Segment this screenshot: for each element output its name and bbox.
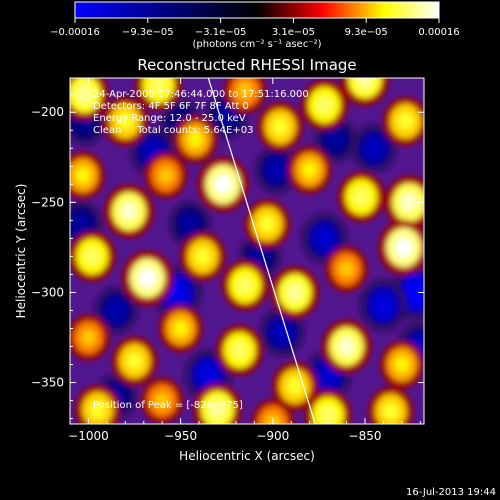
intensity-blob-core-23 (81, 329, 96, 346)
intensity-blob-core-50 (209, 400, 226, 419)
intensity-blob-core-1 (168, 282, 186, 303)
intensity-blob-core-17 (328, 131, 343, 148)
y-tick-label: −250 (31, 195, 64, 209)
intensity-blob-core-47 (76, 84, 94, 104)
intensity-blob-core-39 (383, 402, 399, 421)
intensity-blob-core-34 (259, 215, 276, 233)
colorbar-tick-label: −0.00016 (50, 27, 100, 38)
intensity-blobs (70, 78, 424, 424)
intensity-blob-core-44 (237, 276, 254, 295)
colorbar-ticks: −0.00016 −9.3e−05 −3.1e−05 3.1e−05 9.3e−05 0.… (50, 18, 460, 38)
intensity-blob-core-0 (407, 282, 424, 303)
colorbar-tick-label: −9.3e−05 (122, 27, 174, 38)
intensity-blob-core-43 (84, 247, 101, 266)
y-tick-label: −200 (31, 105, 64, 119)
intensity-blob-core-55 (138, 268, 157, 288)
intensity-blob-core-7 (366, 139, 383, 158)
intensity-blob-core-38 (89, 400, 106, 419)
colorbar-units-label: (photons cm⁻² s⁻¹ asec⁻²) (192, 39, 321, 50)
intensity-blob-core-53 (338, 336, 356, 357)
colorbar: −0.00016 −9.3e−05 −3.1e−05 3.1e−05 9.3e−05 0.… (50, 1, 460, 50)
intensity-blob-core-46 (320, 405, 337, 424)
intensity-blob-core-12 (73, 215, 89, 233)
y-tick-label: −300 (31, 285, 64, 299)
solar-limb-line (207, 78, 316, 424)
intensity-blob-core-4 (316, 229, 333, 248)
x-tick-label: −950 (164, 429, 197, 443)
footer-timestamp: 16-Jul-2013 19:44 (406, 487, 496, 498)
chart-title: Reconstructed RHESSI Image (137, 56, 356, 74)
x-tick-label: −900 (256, 429, 289, 443)
intensity-blob-core-8 (274, 323, 290, 341)
intensity-blob-core-36 (126, 352, 143, 370)
x-tick-label: −850 (349, 429, 382, 443)
intensity-blob-core-30 (394, 356, 410, 374)
x-axis-label: Heliocentric X (arcsec) (179, 449, 315, 463)
colorbar-tick-label: 3.1e−05 (272, 27, 315, 38)
intensity-blob-core-29 (173, 319, 189, 337)
intensity-blob-core-54 (214, 174, 232, 195)
intensity-blob-core-32 (272, 117, 288, 136)
x-axis-ticks: −1000 −950 −900 −850 (68, 78, 421, 443)
annotation-time-range: 24-Apr-2006 17:46:44.000 to 17:51:16.000 (93, 89, 309, 100)
intensity-blob-core-16 (219, 107, 235, 125)
annotation-peak-position: Position of Peak = [-829,-275] (93, 400, 243, 411)
plot-frame (69, 77, 425, 425)
y-axis-label: Heliocentric Y (arcsec) (14, 184, 28, 319)
colorbar-tick-label: 0.00016 (418, 27, 459, 38)
intensity-blob-core-49 (286, 283, 304, 302)
intensity-blob-core-24 (154, 392, 170, 409)
intensity-blob-core-28 (302, 161, 318, 179)
intensity-blob-core-56 (394, 237, 413, 258)
intensity-blob-core-21 (158, 167, 174, 184)
intensity-blob-core-2 (375, 295, 392, 315)
intensity-blob-core-33 (397, 112, 414, 131)
colorbar-tick-label: 9.3e−05 (345, 27, 388, 38)
intensity-blob-core-45 (231, 341, 248, 360)
intensity-blob-core-41 (316, 95, 333, 115)
colorbar-gradient (74, 1, 440, 19)
x-tick-label: −1000 (68, 429, 109, 443)
intensity-blob-core-37 (287, 377, 303, 395)
annotation-detectors: Detectors: 4F 5F 6F 7F 8F Att 0 (93, 101, 249, 112)
y-axis-ticks: −200 −250 −300 −350 (31, 93, 424, 420)
intensity-blob-core-14 (252, 248, 268, 265)
intensity-blob-core-5 (320, 366, 337, 385)
intensity-blob-core-31 (117, 112, 134, 131)
intensity-blob-core-42 (353, 187, 370, 206)
intensity-blob-core-26 (187, 130, 203, 148)
intensity-blob-core-20 (237, 82, 253, 99)
intensity-blob-core-40 (150, 78, 167, 95)
intensity-blob-core-10 (268, 161, 285, 179)
annotation-clean-counts: Clean Total counts: 5.64E+03 (93, 125, 253, 136)
y-tick-label: −350 (31, 376, 64, 390)
annotation-energy-range: Energy Range: 12.0 - 25.0 keV (93, 113, 246, 124)
intensity-blob-core-51 (120, 201, 138, 221)
intensity-blob-core-11 (108, 301, 124, 319)
intensity-blob-core-27 (75, 166, 91, 184)
image-area (70, 78, 424, 424)
intensity-blob-core-35 (194, 247, 211, 266)
colorbar-tick-label: −3.1e−05 (195, 27, 247, 38)
intensity-blob-core-3 (199, 366, 217, 385)
intensity-blob-core-52 (400, 192, 418, 212)
intensity-blob-core-13 (182, 215, 198, 233)
intensity-blob-core-22 (339, 260, 354, 278)
